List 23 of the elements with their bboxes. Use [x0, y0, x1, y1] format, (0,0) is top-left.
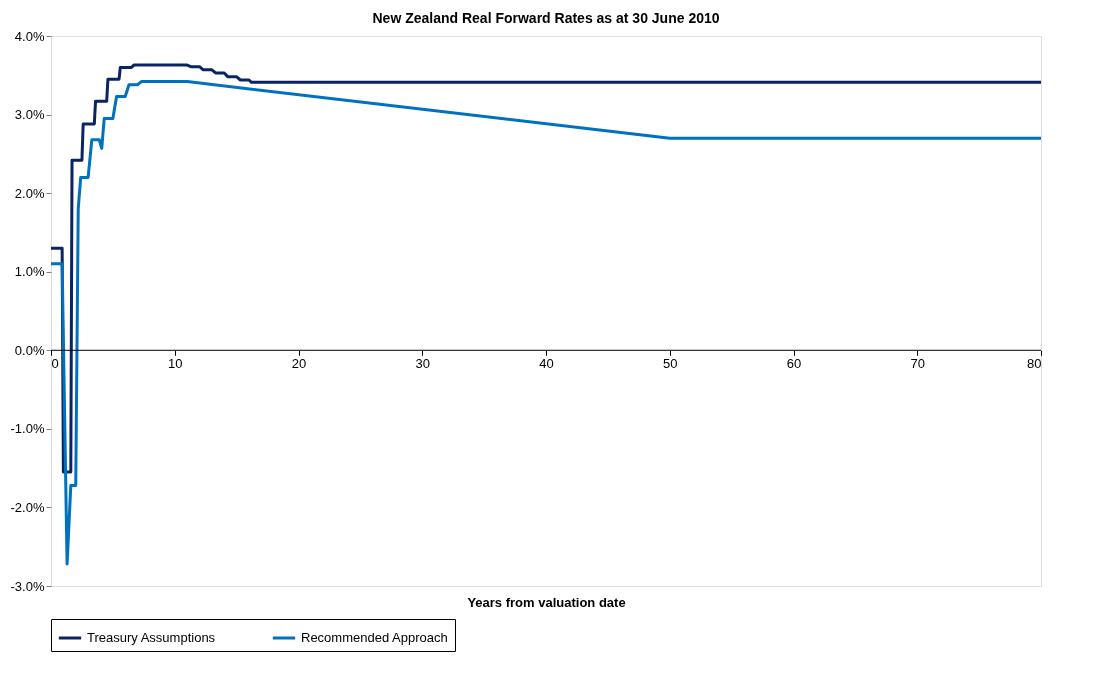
y-tick-label: 2.0%	[14, 185, 45, 201]
x-tick-label: 50	[663, 355, 678, 371]
y-tick-label: 3.0%	[14, 107, 45, 123]
x-tick-label: 20	[291, 355, 307, 371]
x-tick-label: 40	[539, 355, 554, 371]
y-tick-label: 1.0%	[14, 264, 45, 280]
x-tick-label: 30	[415, 355, 430, 371]
x-tick-label: 0	[51, 355, 59, 371]
y-tick-label: 4.0%	[14, 28, 45, 44]
line-series	[49, 63, 1043, 474]
line-series	[49, 80, 1043, 566]
x-tick-label: 60	[786, 355, 802, 371]
y-tick-label: -1.0%	[10, 421, 45, 437]
x-axis-title: Years from valuation date	[467, 594, 626, 610]
y-tick-label: -3.0%	[10, 578, 45, 594]
legend-label: Treasury Assumptions	[87, 630, 216, 645]
x-tick-label: 10	[168, 355, 183, 371]
y-tick-label: -2.0%	[10, 499, 45, 515]
chart-title: New Zealand Real Forward Rates as at 30 June 2010	[372, 10, 720, 26]
x-tick-label: 70	[910, 355, 925, 371]
legend-label: Recommended Approach	[301, 630, 448, 645]
y-tick-label: 0.0%	[14, 342, 45, 358]
x-tick-label: 80	[1027, 355, 1042, 371]
